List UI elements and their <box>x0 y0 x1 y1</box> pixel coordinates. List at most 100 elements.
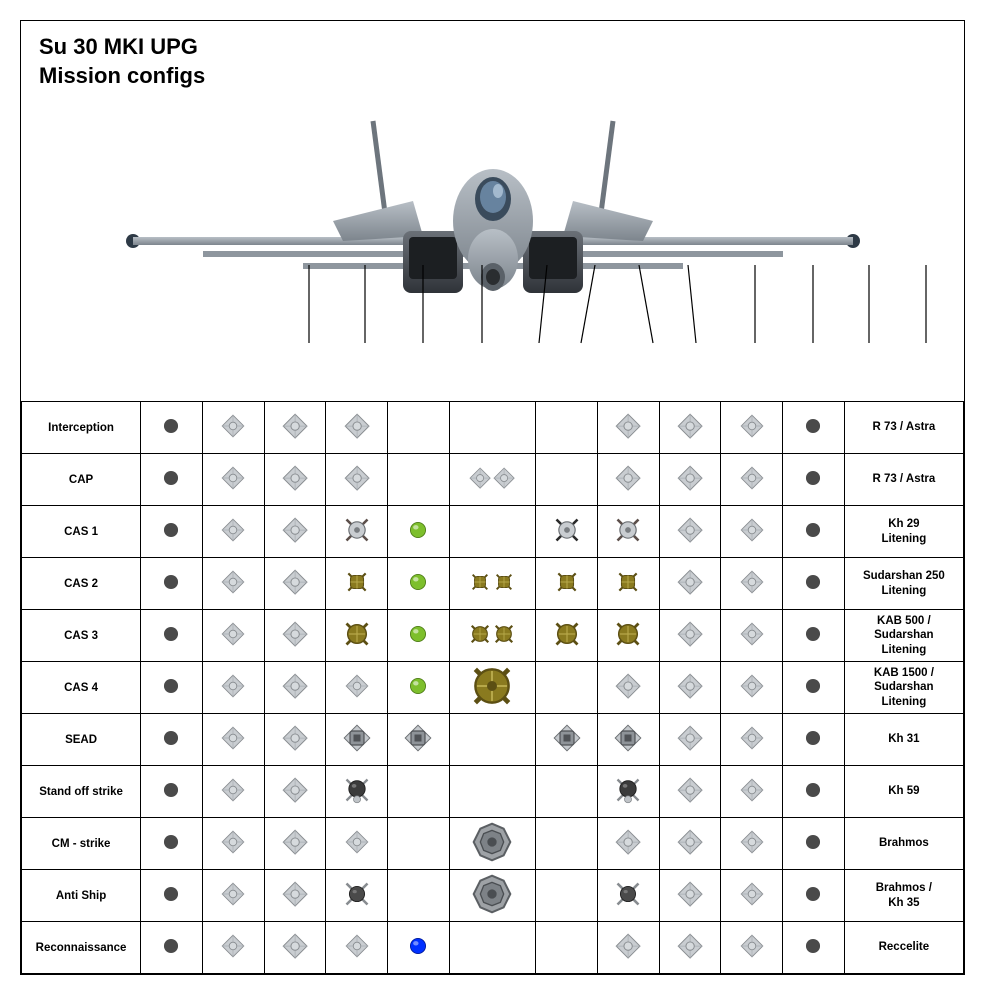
dot-icon <box>158 777 184 803</box>
pylon-cell <box>326 766 388 818</box>
dot-icon <box>158 413 184 439</box>
pylon-cell <box>659 922 721 974</box>
pylon-cell <box>449 454 536 506</box>
x-icon <box>739 569 765 595</box>
pylon-cell <box>387 662 449 714</box>
x-icon <box>220 933 246 959</box>
pylon-cell <box>387 818 449 870</box>
xx-icon <box>677 465 703 491</box>
dot-icon <box>800 413 826 439</box>
xx-icon <box>615 413 641 439</box>
pylon-cell <box>597 922 659 974</box>
b250-icon <box>469 571 491 593</box>
xx-icon <box>282 569 308 595</box>
b250-icon <box>493 571 515 593</box>
pylon-cell <box>141 818 203 870</box>
config-row: CAS 4KAB 1500 /SudarshanLitening <box>22 662 964 714</box>
pylon-cell <box>449 766 536 818</box>
b500-icon <box>343 620 371 648</box>
pylon-cell <box>721 766 783 818</box>
pylon-cell <box>326 714 388 766</box>
xx-icon <box>615 829 641 855</box>
pylon-cell <box>597 558 659 610</box>
xx-icon <box>677 517 703 543</box>
pylon-cell <box>449 610 536 662</box>
mission-name: CAS 4 <box>22 662 141 714</box>
x-icon <box>739 517 765 543</box>
xx-icon <box>282 413 308 439</box>
pylon-cell <box>783 766 845 818</box>
pylon-cell <box>141 558 203 610</box>
xx-icon <box>282 829 308 855</box>
dot-icon <box>800 621 826 647</box>
b250-icon <box>615 569 641 595</box>
xx-icon <box>615 673 641 699</box>
pylon-cell <box>536 714 598 766</box>
pylon-cell <box>659 402 721 454</box>
x-icon <box>220 881 246 907</box>
pylon-cell <box>141 402 203 454</box>
cm-icon <box>472 822 512 862</box>
pylon-cell <box>387 766 449 818</box>
b500-icon <box>493 623 515 645</box>
xx-icon <box>282 777 308 803</box>
pylon-cell <box>536 662 598 714</box>
pylon-cell <box>326 558 388 610</box>
pylon-cell <box>202 402 264 454</box>
pylon-cell <box>264 402 326 454</box>
pylon-cell <box>141 922 203 974</box>
b500-icon <box>614 620 642 648</box>
xx-icon <box>282 673 308 699</box>
weapon-label: Brahmos <box>844 818 963 870</box>
dot-icon <box>800 881 826 907</box>
xx-icon <box>677 933 703 959</box>
b250-icon <box>554 569 580 595</box>
pylon-cell <box>202 870 264 922</box>
pylon-cell <box>597 454 659 506</box>
pylon-cell <box>202 558 264 610</box>
pylon-cell <box>264 454 326 506</box>
mission-name: Reconnaissance <box>22 922 141 974</box>
pylon-cell <box>783 870 845 922</box>
pylon-cell <box>659 662 721 714</box>
pylon-cell <box>326 610 388 662</box>
weapon-label: R 73 / Astra <box>844 402 963 454</box>
xx-icon <box>282 517 308 543</box>
pylon-cell <box>202 506 264 558</box>
x-icon <box>220 725 246 751</box>
weapon-label: KAB 500 /SudarshanLitening <box>844 610 963 662</box>
pylon-cell <box>141 610 203 662</box>
pylon-cell <box>264 506 326 558</box>
podg-icon <box>405 569 431 595</box>
pylon-cell <box>387 922 449 974</box>
podg-icon <box>405 517 431 543</box>
pylon-cell <box>326 870 388 922</box>
xx-icon <box>677 777 703 803</box>
dot-icon <box>158 621 184 647</box>
dot-icon <box>158 933 184 959</box>
pylon-cell <box>659 714 721 766</box>
xx-icon <box>677 413 703 439</box>
kh31-icon <box>614 724 642 752</box>
config-row: Reconnaissance Reccelite <box>22 922 964 974</box>
x-icon <box>220 621 246 647</box>
pylon-cell <box>659 558 721 610</box>
pylon-cell <box>387 506 449 558</box>
mission-name: Stand off strike <box>22 766 141 818</box>
x-icon <box>739 465 765 491</box>
dot-icon <box>158 881 184 907</box>
dot-icon <box>800 465 826 491</box>
pylon-cell <box>721 714 783 766</box>
kh59-icon <box>614 776 642 804</box>
weapon-label: Kh 29Litening <box>844 506 963 558</box>
pylon-cell <box>721 402 783 454</box>
x-icon <box>739 673 765 699</box>
pylon-cell <box>264 766 326 818</box>
config-row: CAS 3KAB 500 /SudarshanLitening <box>22 610 964 662</box>
weapon-label: Reccelite <box>844 922 963 974</box>
dot-icon <box>158 569 184 595</box>
xx-icon <box>344 413 370 439</box>
x-icon <box>220 777 246 803</box>
mission-name: SEAD <box>22 714 141 766</box>
xx-icon <box>493 467 515 489</box>
